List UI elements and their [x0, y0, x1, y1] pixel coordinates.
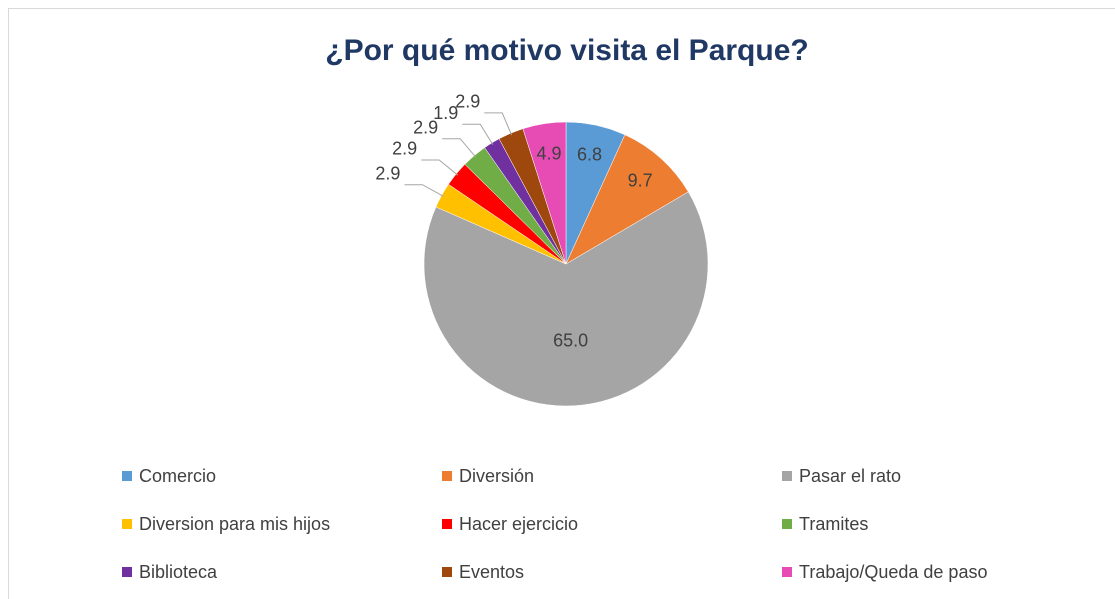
legend-label: Eventos: [459, 562, 524, 582]
chart-title: ¿Por qué motivo visita el Parque?: [325, 34, 808, 67]
data-label: 65.0: [553, 331, 588, 351]
data-label: 1.9: [433, 103, 458, 123]
data-label: 2.9: [455, 92, 480, 112]
legend-label: Comercio: [139, 466, 216, 486]
leader-line: [484, 112, 513, 136]
pie-slice: [522, 121, 567, 265]
chart-border: [8, 8, 1115, 599]
legend-label: Tramites: [799, 514, 868, 534]
legend-swatch: [442, 471, 452, 481]
legend-label: Pasar el rato: [799, 466, 901, 486]
pie-slice: [565, 134, 689, 265]
leader-line: [462, 123, 494, 145]
legend-swatch: [122, 567, 132, 577]
legend-swatch: [442, 519, 452, 529]
data-label: 2.9: [375, 163, 400, 183]
leader-line: [404, 184, 444, 197]
data-label: 2.9: [413, 117, 438, 137]
legend-swatch: [782, 519, 792, 529]
legend-swatch: [442, 567, 452, 577]
legend-label: Hacer ejercicio: [459, 514, 578, 534]
legend-swatch: [122, 471, 132, 481]
legend-label: Biblioteca: [139, 562, 218, 582]
pie-slice: [423, 191, 709, 407]
data-label: 9.7: [628, 170, 653, 190]
legend-label: Diversion para mis hijos: [139, 514, 330, 534]
legend-swatch: [782, 567, 792, 577]
data-label: 6.8: [577, 145, 602, 165]
leader-line: [421, 159, 459, 176]
legend-swatch: [782, 471, 792, 481]
legend-label: Diversión: [459, 466, 534, 486]
legend-label: Trabajo/Queda de paso: [799, 562, 987, 582]
leader-line: [442, 138, 477, 158]
legend-swatch: [122, 519, 132, 529]
data-label: 4.9: [536, 143, 561, 163]
data-label: 2.9: [392, 139, 417, 159]
